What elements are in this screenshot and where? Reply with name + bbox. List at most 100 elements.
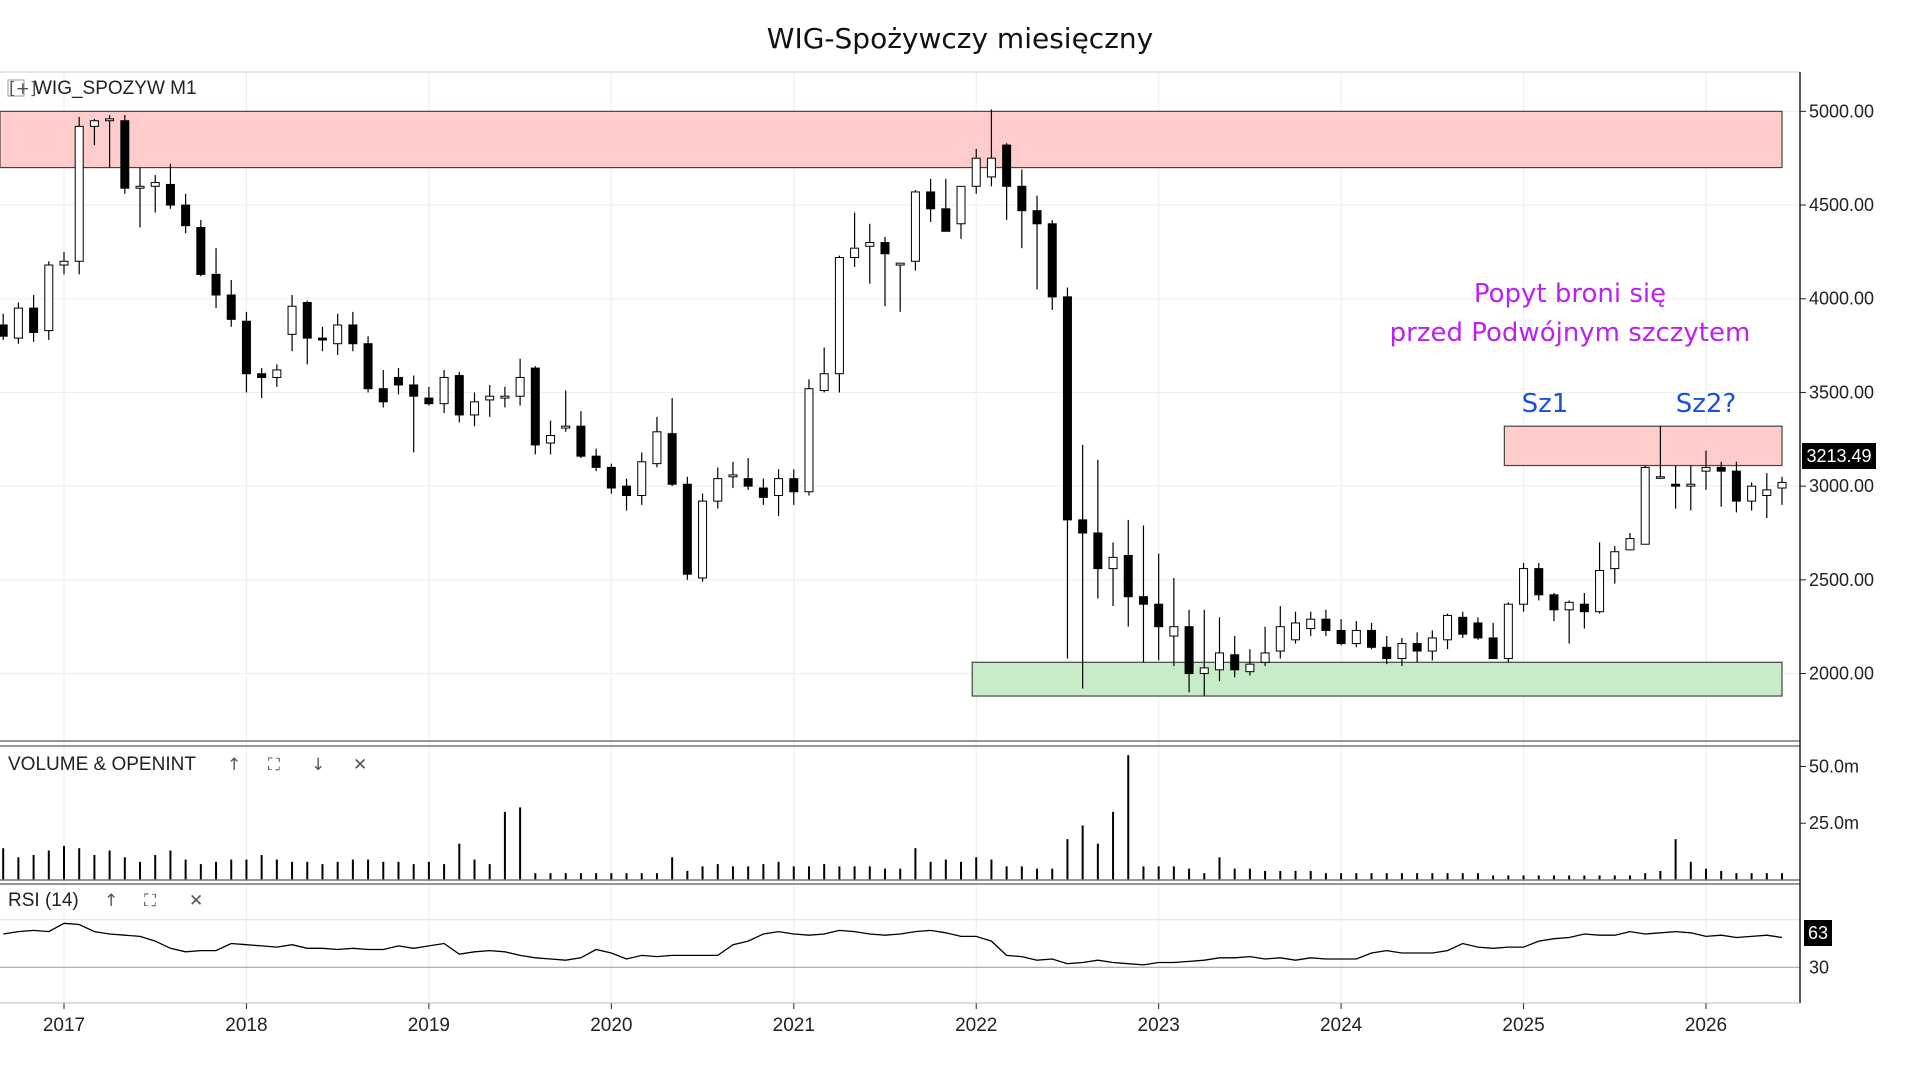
- candle-body: [105, 118, 115, 122]
- annotation-demand-line1: Popyt broni się: [1474, 279, 1666, 309]
- candle-body: [135, 185, 145, 189]
- candle-body: [652, 431, 662, 465]
- candle-body: [1458, 616, 1468, 635]
- candle-body: [44, 264, 54, 332]
- candle-body: [834, 257, 844, 375]
- candle-body: [637, 461, 647, 497]
- candle-body: [1427, 637, 1437, 652]
- support-zone: [971, 661, 1783, 697]
- volume-panel-header: VOLUME & OPENINT ↑ ⛶ ↓ ✕: [8, 754, 367, 775]
- volume-tick-label: 25.0m: [1809, 813, 1859, 833]
- candle-body: [59, 260, 69, 266]
- rsi-value-badge-bg: [1804, 920, 1832, 946]
- candle-body: [865, 242, 875, 247]
- candle-body: [1351, 629, 1361, 645]
- candle-body: [1306, 618, 1316, 630]
- candle-body: [29, 307, 39, 333]
- x-tick-label: 2023: [1138, 1015, 1180, 1036]
- page-title: WIG-Spożywczy miesięczny: [766, 22, 1154, 55]
- candle-body: [758, 487, 768, 498]
- volume-panel-label: VOLUME & OPENINT: [8, 754, 196, 775]
- candle-body: [880, 242, 890, 255]
- candle-body: [1062, 296, 1072, 521]
- candle-body: [1747, 485, 1757, 502]
- candle-body: [910, 191, 920, 262]
- arrow-up-icon[interactable]: ↑: [104, 891, 118, 911]
- expand-toggle-glyph[interactable]: [+]: [9, 79, 37, 99]
- candle-body: [1214, 652, 1224, 671]
- last-price-badge-bg: [1802, 443, 1876, 469]
- candle-body: [1762, 489, 1772, 497]
- candle-body: [89, 120, 99, 127]
- candle-body: [120, 120, 130, 189]
- grid-layer: [0, 72, 1800, 1003]
- candle-body: [1017, 185, 1027, 212]
- candle-body: [1610, 551, 1620, 570]
- candle-body: [895, 262, 905, 266]
- candle-body: [454, 375, 464, 416]
- candle-body: [13, 307, 23, 339]
- candle-body: [986, 157, 996, 178]
- candle-body: [1047, 223, 1057, 298]
- candle-body: [819, 373, 829, 392]
- expand-toggle-box[interactable]: [7, 79, 25, 97]
- price-tick-label: 4500.00: [1809, 195, 1874, 215]
- candle-body: [150, 182, 160, 187]
- arrow-up-icon[interactable]: ↑: [227, 755, 241, 775]
- candle-body: [378, 388, 388, 403]
- price-tick-label: 3000.00: [1809, 476, 1874, 496]
- candle-body: [1503, 603, 1513, 660]
- candle-body: [1138, 596, 1148, 605]
- price-tick-label: 4000.00: [1809, 289, 1874, 309]
- candles-layer: [0, 109, 1787, 697]
- candle-body: [1108, 556, 1118, 570]
- expand-icon[interactable]: ⛶: [144, 891, 156, 911]
- candle-body: [1397, 643, 1407, 660]
- x-tick-label: 2017: [43, 1015, 85, 1036]
- candle-body: [500, 395, 510, 399]
- candle-body: [1260, 652, 1270, 663]
- x-tick-label: 2022: [955, 1015, 997, 1036]
- candle-body: [622, 485, 632, 497]
- symbol-header[interactable]: [+] WIG_SPOZYW M1: [7, 78, 197, 99]
- candle-body: [743, 478, 753, 487]
- candle-body: [1579, 603, 1589, 613]
- candle-body: [393, 376, 403, 386]
- rsi-value-badge-text: 63: [1808, 923, 1828, 943]
- rsi-value-badge: 63: [1804, 920, 1832, 946]
- candle-body: [1230, 654, 1240, 671]
- candle-body: [530, 367, 540, 446]
- candle-body: [728, 474, 738, 478]
- candle-body: [1002, 144, 1012, 187]
- candle-body: [1716, 466, 1726, 472]
- candle-body: [1731, 470, 1741, 502]
- candle-body: [971, 157, 981, 187]
- close-icon[interactable]: ✕: [353, 755, 367, 775]
- candle-body: [196, 227, 206, 275]
- candle-body: [576, 425, 586, 457]
- arrow-down-icon[interactable]: ↓: [311, 755, 325, 775]
- candle-body: [257, 373, 267, 378]
- candle-body: [439, 376, 449, 405]
- candle-body: [470, 401, 479, 416]
- candle-body: [1291, 622, 1300, 641]
- annotation-sz2: Sz2?: [1676, 389, 1737, 419]
- candle-body: [1078, 519, 1088, 534]
- candle-body: [409, 384, 419, 397]
- candle-body: [1443, 614, 1453, 641]
- price-tick-label: 5000.00: [1809, 101, 1874, 121]
- candle-body: [165, 183, 175, 206]
- candle-body: [1382, 646, 1392, 660]
- candle-body: [774, 478, 784, 497]
- expand-icon[interactable]: ⛶: [268, 755, 280, 775]
- candle-body: [713, 478, 723, 502]
- candle-body: [1093, 532, 1103, 570]
- candle-body: [1671, 483, 1681, 487]
- candle-body: [515, 376, 525, 397]
- close-icon[interactable]: ✕: [189, 891, 203, 911]
- rsi-panel-header: RSI (14) ↑ ⛶ ✕: [8, 890, 203, 911]
- candle-body: [1686, 483, 1696, 487]
- candle-body: [606, 466, 616, 489]
- candle-body: [926, 191, 936, 210]
